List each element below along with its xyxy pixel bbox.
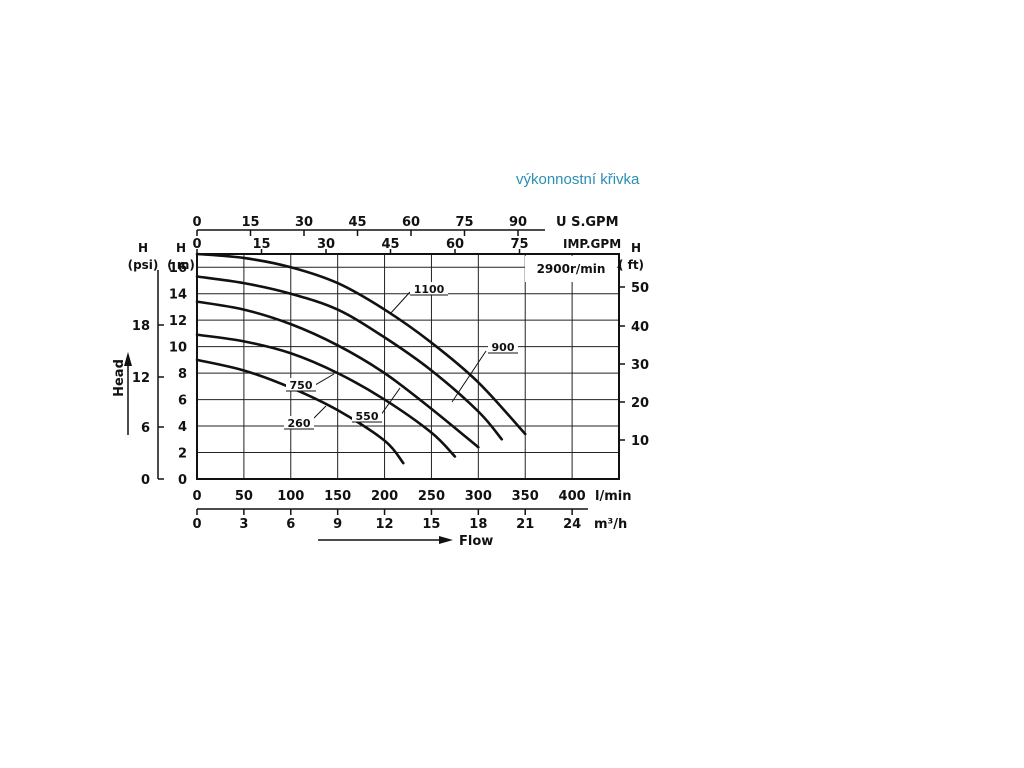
- x-tick-label-us-gpm: 45: [348, 215, 366, 230]
- x-tick-label-m3h: 0: [192, 517, 201, 532]
- curve-label-leader: [389, 291, 411, 315]
- x-tick-label-imp-gpm: 45: [381, 237, 399, 252]
- curve-label-bg: [488, 340, 518, 353]
- curve-label-1100: 1100: [414, 283, 445, 296]
- plot-frame: [196, 253, 620, 480]
- y-tick-label-m: 8: [178, 367, 187, 382]
- psi-axis-name: H: [138, 241, 148, 255]
- y-tick-label-ft: 20: [631, 396, 649, 411]
- curve-label-leader: [451, 350, 487, 403]
- x-tick-label-imp-gpm: 60: [446, 237, 464, 252]
- x-tick-label-m3h: 9: [333, 517, 342, 532]
- curve-900: [195, 275, 504, 441]
- curve-label-bg: [286, 378, 316, 391]
- curve-label-bg: [352, 409, 382, 422]
- x-tick-label-imp-gpm: 75: [510, 237, 528, 252]
- x-tick-label-lmin: 50: [235, 489, 253, 504]
- y-tick-label-m: 6: [178, 394, 187, 409]
- x-tick-label-lmin: 400: [559, 489, 586, 504]
- psi-axis-unit: (psi): [128, 258, 159, 272]
- y-tick-label-m: 14: [169, 288, 187, 303]
- x-tick-label-m3h: 6: [286, 517, 295, 532]
- x-tick-label-lmin: 300: [465, 489, 492, 504]
- curve-label-550: 550: [356, 410, 379, 423]
- ft-axis-name: H: [631, 241, 641, 255]
- x-tick-label-m3h: 21: [516, 517, 534, 532]
- x-tick-label-imp-gpm: 0: [192, 237, 201, 252]
- x-tick-label-lmin: 150: [324, 489, 351, 504]
- y-tick-label-m: 2: [178, 447, 187, 462]
- x-tick-label-imp-gpm: 30: [317, 237, 335, 252]
- x-tick-label-m3h: 12: [376, 517, 394, 532]
- x-unit-m3h: m³/h: [594, 517, 627, 532]
- x-tick-label-us-gpm: 15: [241, 215, 259, 230]
- y-tick-label-m: 16: [169, 261, 187, 276]
- flow-arrow-icon: [439, 536, 453, 544]
- head-arrow-icon: [124, 352, 132, 366]
- curve-260: [195, 358, 405, 465]
- m-axis-unit: ( m): [167, 258, 195, 272]
- curve-750: [195, 300, 480, 449]
- y-tick-label-m: 0: [178, 473, 187, 488]
- speed-label: 2900r/min: [537, 262, 606, 276]
- m-axis-name: H: [176, 241, 186, 255]
- curve-1100: [195, 252, 527, 436]
- x-tick-label-us-gpm: 60: [402, 215, 420, 230]
- speed-label-bg: [525, 256, 617, 282]
- x-tick-label-us-gpm: 90: [509, 215, 527, 230]
- y-tick-label-psi: 18: [132, 319, 150, 334]
- y-tick-label-m: 10: [169, 341, 187, 356]
- y-tick-label-ft: 50: [631, 281, 649, 296]
- y-tick-label-psi: 0: [141, 473, 150, 488]
- x-tick-label-m3h: 24: [563, 517, 581, 532]
- x-tick-label-imp-gpm: 15: [252, 237, 270, 252]
- x-tick-label-us-gpm: 75: [455, 215, 473, 230]
- x-axis-title: Flow: [459, 534, 493, 549]
- y-tick-label-ft: 40: [631, 320, 649, 335]
- x-tick-label-lmin: 200: [371, 489, 398, 504]
- x-tick-label-us-gpm: 30: [295, 215, 313, 230]
- x-unit-lmin: l/min: [595, 489, 631, 504]
- x-tick-label-m3h: 15: [422, 517, 440, 532]
- curve-label-900: 900: [492, 341, 515, 354]
- x-tick-label-m3h: 3: [239, 517, 248, 532]
- x-tick-label-m3h: 18: [469, 517, 487, 532]
- curve-label-bg: [410, 282, 448, 295]
- y-tick-label-ft: 10: [631, 434, 649, 449]
- y-tick-label-m: 12: [169, 314, 187, 329]
- curve-550: [195, 333, 457, 458]
- y-tick-label-psi: 12: [132, 371, 150, 386]
- x-tick-label-us-gpm: 0: [192, 215, 201, 230]
- y-tick-label-ft: 30: [631, 358, 649, 373]
- x-tick-label-lmin: 350: [512, 489, 539, 504]
- curve-label-750: 750: [290, 379, 313, 392]
- x-tick-label-lmin: 0: [192, 489, 201, 504]
- curve-label-260: 260: [288, 417, 311, 430]
- y-tick-label-psi: 6: [141, 421, 150, 436]
- y-tick-label-m: 4: [178, 420, 187, 435]
- curve-label-bg: [284, 416, 314, 429]
- ft-axis-unit: ( ft): [618, 258, 644, 272]
- us-gpm-unit: U S.GPM: [556, 215, 619, 230]
- x-tick-label-lmin: 100: [277, 489, 304, 504]
- x-tick-label-lmin: 250: [418, 489, 445, 504]
- chart-title: výkonnostní křivka: [516, 171, 640, 188]
- imp-gpm-unit: IMP.GPM: [563, 237, 621, 251]
- y-axis-title: Head: [112, 359, 127, 397]
